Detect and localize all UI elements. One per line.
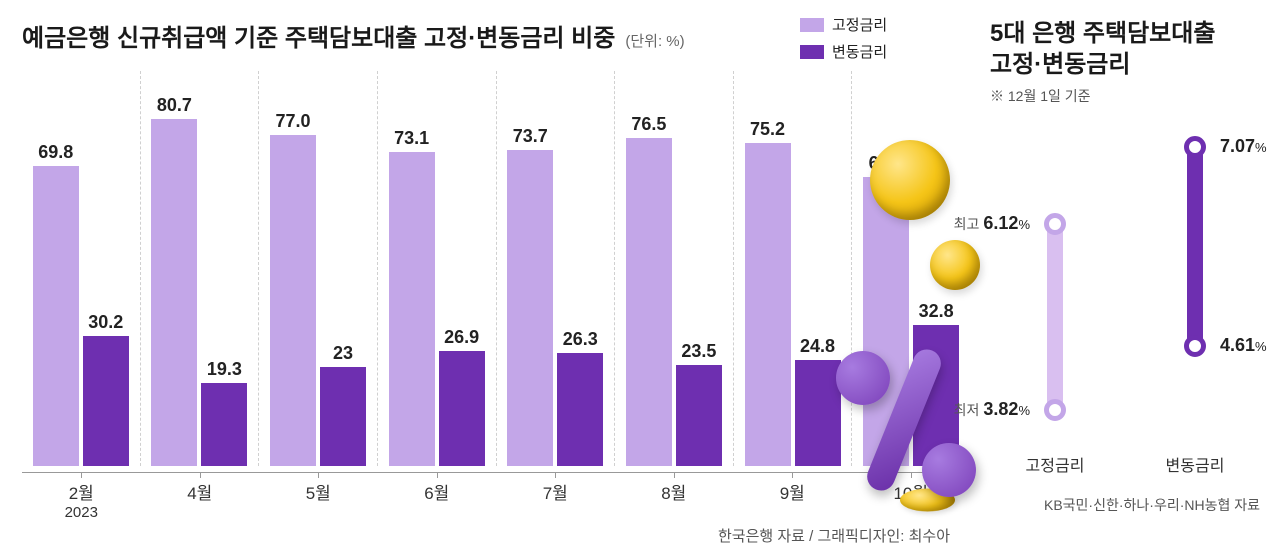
- bar-group: 80.719.3: [141, 71, 260, 466]
- variable-bar: 23: [320, 367, 366, 466]
- left-source: 한국은행 자료 / 그래픽디자인: 최수아: [22, 525, 970, 546]
- variable-bar: 19.3: [201, 383, 247, 466]
- bar-group: 77.023: [259, 71, 378, 466]
- right-title: 5대 은행 주택담보대출 고정·변동금리: [990, 18, 1260, 80]
- bar-group: 69.830.2: [22, 71, 141, 466]
- fixed-bar: 75.2: [745, 143, 791, 466]
- variable-bar-label: 30.2: [88, 312, 123, 333]
- x-tick: 6월: [378, 473, 497, 521]
- right-title-l1: 5대 은행 주택담보대출: [990, 20, 1215, 47]
- variable-bar: 26.3: [557, 353, 603, 466]
- range-col-fixed: 최고6.12%최저3.82%고정금리: [1010, 136, 1100, 446]
- left-unit: (단위: %): [625, 30, 684, 51]
- range-dot-high: [1184, 136, 1206, 158]
- range-dot-low: [1184, 335, 1206, 357]
- range-dot-high: [1044, 213, 1066, 235]
- fixed-bar-label: 69.8: [38, 142, 73, 163]
- variable-bar-label: 32.8: [919, 301, 954, 322]
- fixed-bar-label: 73.1: [394, 128, 429, 149]
- bar-chart: 69.830.280.719.377.02373.126.973.726.376…: [22, 71, 970, 466]
- legend-swatch-variable: [800, 45, 824, 59]
- legend-swatch-fixed: [800, 18, 824, 32]
- right-source: KB국민·신한·하나·우리·NH농협 자료: [1044, 495, 1260, 515]
- range-value-low: 최저3.82%: [954, 399, 1030, 420]
- x-tick: 8월: [615, 473, 734, 521]
- range-col-variable: 7.07%4.61%변동금리: [1150, 136, 1240, 446]
- range-value-high: 최고6.12%: [954, 213, 1030, 234]
- range-bar: [1187, 147, 1203, 346]
- range-x-label: 변동금리: [1166, 452, 1225, 476]
- fixed-bar: 76.5: [626, 138, 672, 467]
- variable-bar-label: 23.5: [681, 341, 716, 362]
- x-tick-year: 2023: [22, 504, 141, 521]
- range-bar: [1047, 224, 1063, 410]
- legend-fixed: 고정금리: [800, 14, 887, 35]
- legend: 고정금리 변동금리: [800, 14, 887, 62]
- fixed-bar-label: 75.2: [750, 119, 785, 140]
- variable-bar-label: 26.9: [444, 327, 479, 348]
- fixed-bar: 73.1: [389, 152, 435, 466]
- x-tick: 4월: [141, 473, 260, 521]
- bar-group: 76.523.5: [615, 71, 734, 466]
- fixed-bar: 69.8: [33, 166, 79, 466]
- legend-variable: 변동금리: [800, 41, 887, 62]
- variable-bar: 26.9: [439, 351, 485, 467]
- fixed-bar-label: 80.7: [157, 95, 192, 116]
- fixed-bar-label: 77.0: [276, 111, 311, 132]
- variable-bar: 30.2: [83, 336, 129, 466]
- legend-label-variable: 변동금리: [832, 41, 887, 62]
- legend-label-fixed: 고정금리: [832, 14, 887, 35]
- right-note: ※ 12월 1일 기준: [990, 86, 1260, 106]
- percent-icon: [830, 345, 990, 505]
- bar-group: 73.126.9: [378, 71, 497, 466]
- variable-bar-label: 23: [333, 343, 353, 364]
- fixed-bar-label: 76.5: [631, 114, 666, 135]
- fixed-bar: 73.7: [507, 150, 553, 466]
- fixed-bar-label: 67.2: [869, 153, 904, 174]
- range-value-high: 7.07%: [1220, 136, 1267, 157]
- bar-group: 73.726.3: [497, 71, 616, 466]
- right-title-l2: 고정·변동금리: [990, 51, 1130, 78]
- x-axis: 2월20234월5월6월7월8월9월10월: [22, 472, 970, 521]
- variable-bar: 23.5: [676, 365, 722, 466]
- range-x-label: 고정금리: [1026, 452, 1085, 476]
- range-chart: 최고6.12%최저3.82%고정금리 7.07%4.61%변동금리: [990, 136, 1260, 446]
- fixed-bar: 80.7: [151, 119, 197, 466]
- variable-bar-label: 26.3: [563, 329, 598, 350]
- range-dot-low: [1044, 399, 1066, 421]
- left-title: 예금은행 신규취급액 기준 주택담보대출 고정·변동금리 비중: [22, 18, 615, 53]
- x-tick: 7월: [496, 473, 615, 521]
- right-panel: 5대 은행 주택담보대출 고정·변동금리 ※ 12월 1일 기준 최고6.12%…: [980, 0, 1280, 525]
- range-value-low: 4.61%: [1220, 335, 1267, 356]
- variable-bar-label: 19.3: [207, 359, 242, 380]
- fixed-bar-label: 73.7: [513, 126, 548, 147]
- left-panel: 예금은행 신규취급액 기준 주택담보대출 고정·변동금리 비중 (단위: %) …: [0, 0, 980, 525]
- x-tick: 5월: [259, 473, 378, 521]
- x-tick: 2월2023: [22, 473, 141, 521]
- fixed-bar: 77.0: [270, 135, 316, 466]
